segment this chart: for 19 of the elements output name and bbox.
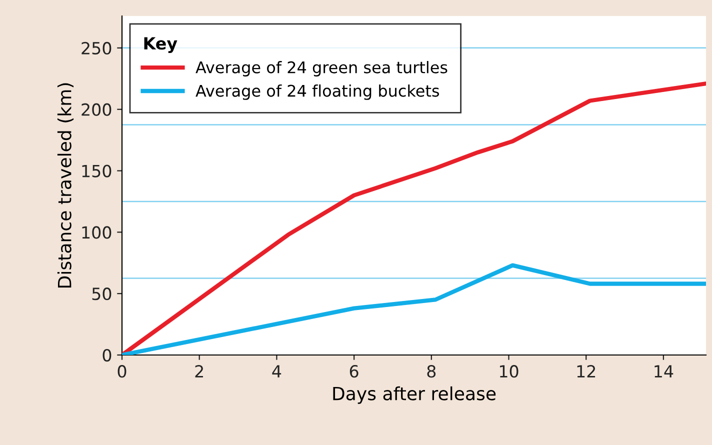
legend-label: Average of 24 floating buckets [196, 84, 440, 100]
x-tick-label: 4 [272, 365, 282, 378]
y-axis-title: Distance traveled (km) [57, 83, 74, 288]
x-tick-label: 14 [654, 365, 674, 378]
x-tick-label: 6 [350, 365, 358, 378]
x-tick-label: 8 [427, 365, 436, 378]
legend-title: Key [144, 37, 178, 54]
y-tick-label: 150 [82, 164, 112, 178]
y-tick-label: 100 [82, 226, 112, 239]
y-tick-label: 0 [102, 348, 112, 362]
x-tick-label: 12 [577, 365, 596, 378]
y-tick-label: 250 [82, 42, 112, 55]
x-axis-title: Days after release [333, 386, 496, 404]
legend-label: Average of 24 green sea turtles [196, 61, 448, 76]
y-tick-label: 200 [82, 103, 112, 116]
x-tick-label: 10 [500, 365, 518, 378]
y-tick-label: 50 [92, 288, 112, 300]
x-tick-label: 2 [195, 365, 203, 378]
x-tick-label: 0 [118, 365, 126, 378]
